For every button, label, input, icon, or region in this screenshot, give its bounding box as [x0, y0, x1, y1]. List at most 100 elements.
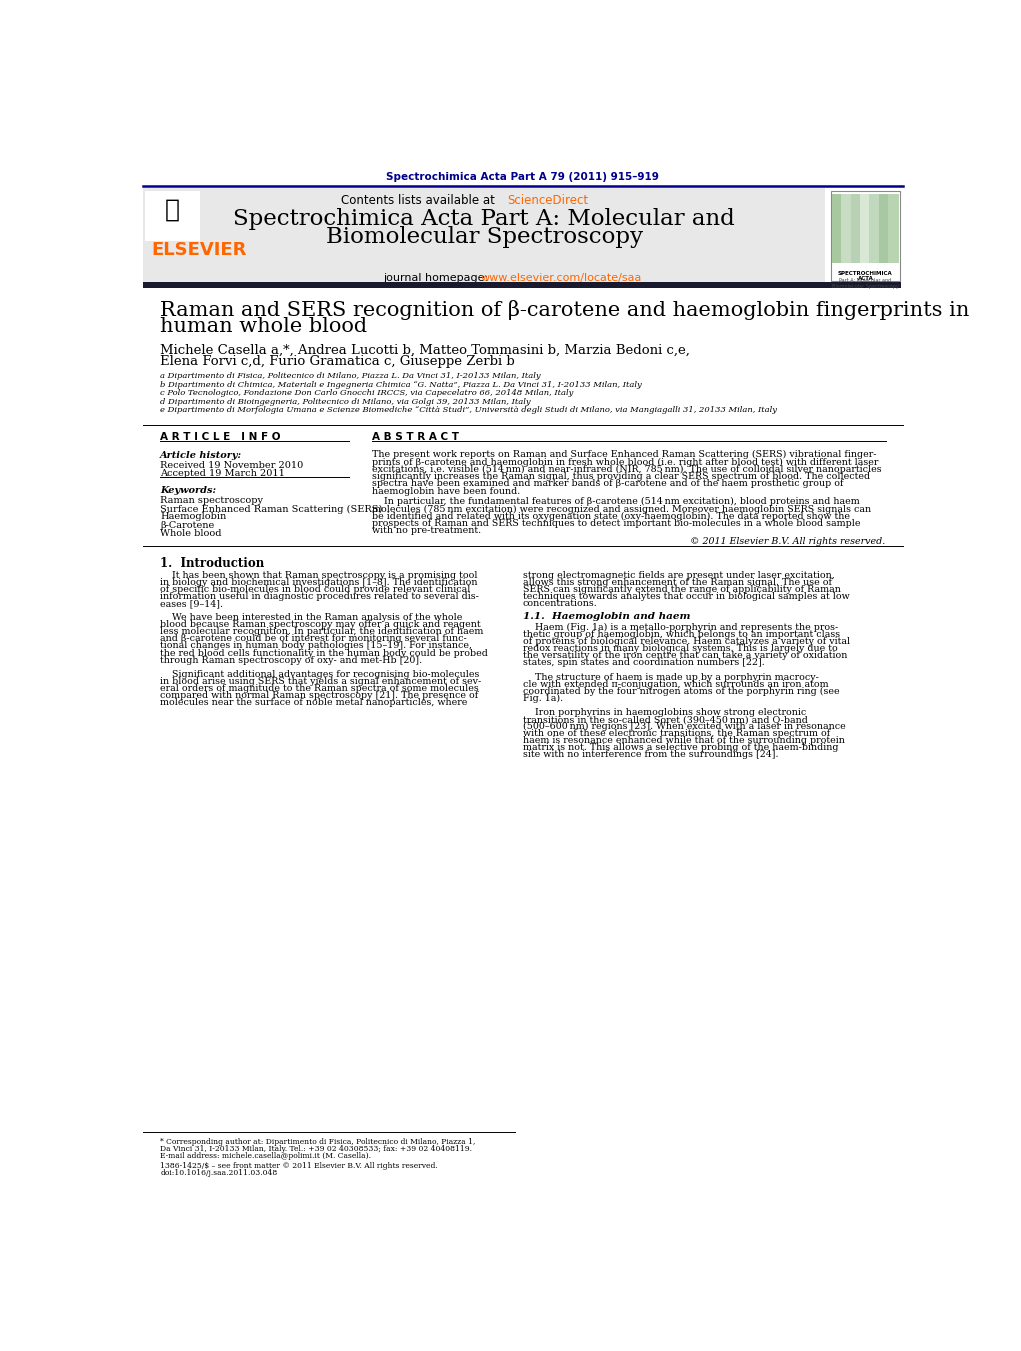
FancyBboxPatch shape [145, 192, 200, 242]
FancyBboxPatch shape [841, 193, 850, 263]
Text: ScienceDirect: ScienceDirect [507, 193, 588, 207]
Text: Spectrochimica Acta Part A: Molecular and: Spectrochimica Acta Part A: Molecular an… [233, 208, 735, 230]
Text: SPECTROCHIMICA
ACTA: SPECTROCHIMICA ACTA [838, 270, 892, 281]
Text: coordinated by the four nitrogen atoms of the porphyrin ring (see: coordinated by the four nitrogen atoms o… [523, 686, 839, 696]
Text: concentrations.: concentrations. [523, 598, 597, 608]
Text: strong electromagnetic fields are present under laser excitation,: strong electromagnetic fields are presen… [523, 570, 834, 580]
Text: Significant additional advantages for recognising bio-molecules: Significant additional advantages for re… [160, 670, 480, 678]
Text: haemoglobin have been found.: haemoglobin have been found. [372, 486, 520, 496]
Text: compared with normal Raman spectroscopy [21]. The presence of: compared with normal Raman spectroscopy … [160, 690, 479, 700]
Text: Contents lists available at: Contents lists available at [341, 193, 498, 207]
Text: journal homepage:: journal homepage: [383, 273, 492, 282]
Text: spectra have been examined and marker bands of β-carotene and of the haem prosth: spectra have been examined and marker ba… [372, 480, 843, 488]
Text: In particular, the fundamental features of β-carotene (514 nm excitation), blood: In particular, the fundamental features … [372, 497, 860, 507]
Text: a Dipartimento di Fisica, Politecnico di Milano, Piazza L. Da Vinci 31, I-20133 : a Dipartimento di Fisica, Politecnico di… [160, 373, 541, 381]
Text: Da Vinci 31, I-20133 Milan, Italy. Tel.: +39 02 40308533; fax: +39 02 40408119.: Da Vinci 31, I-20133 Milan, Italy. Tel.:… [160, 1146, 472, 1154]
FancyBboxPatch shape [143, 282, 902, 288]
Text: in blood arise using SERS that yields a signal enhancement of sev-: in blood arise using SERS that yields a … [160, 677, 482, 686]
Text: 1.  Introduction: 1. Introduction [160, 557, 264, 570]
Text: Raman and SERS recognition of β-carotene and haemoglobin fingerprints in: Raman and SERS recognition of β-carotene… [160, 300, 970, 320]
Text: A B S T R A C T: A B S T R A C T [372, 432, 458, 442]
Text: of proteins of biological relevance. Haem catalyzes a variety of vital: of proteins of biological relevance. Hae… [523, 638, 850, 646]
Text: prospects of Raman and SERS techniques to detect important bio-molecules in a wh: prospects of Raman and SERS techniques t… [372, 519, 861, 528]
Text: 1386-1425/$ – see front matter © 2011 Elsevier B.V. All rights reserved.: 1386-1425/$ – see front matter © 2011 El… [160, 1162, 438, 1170]
Text: Surface Enhanced Raman Scattering (SERS): Surface Enhanced Raman Scattering (SERS) [160, 504, 383, 513]
Text: Accepted 19 March 2011: Accepted 19 March 2011 [160, 469, 285, 478]
Text: the versatility of the iron centre that can take a variety of oxidation: the versatility of the iron centre that … [523, 651, 847, 661]
Text: cle with extended π-conjugation, which surrounds an iron atom: cle with extended π-conjugation, which s… [523, 680, 828, 689]
Text: in biology and biochemical investigations [1–8]. The identification: in biology and biochemical investigation… [160, 578, 478, 586]
Text: Raman spectroscopy: Raman spectroscopy [160, 496, 263, 505]
Text: (500–600 nm) regions [23]. When excited with a laser in resonance: (500–600 nm) regions [23]. When excited … [523, 723, 845, 731]
Text: b Dipartimento di Chimica, Materiali e Ingegneria Chimica “G. Natta”, Piazza L. : b Dipartimento di Chimica, Materiali e I… [160, 381, 642, 389]
Text: eases [9–14].: eases [9–14]. [160, 598, 224, 608]
Text: of specific bio-molecules in blood could provide relevant clinical: of specific bio-molecules in blood could… [160, 585, 471, 594]
Text: Keywords:: Keywords: [160, 486, 216, 496]
Text: Spectrochimica Acta Part A 79 (2011) 915–919: Spectrochimica Acta Part A 79 (2011) 915… [386, 172, 660, 182]
Text: human whole blood: human whole blood [160, 317, 368, 336]
Text: e Dipartimento di Morfologia Umana e Scienze Biomediche “Città Studi”, Universit: e Dipartimento di Morfologia Umana e Sci… [160, 407, 777, 415]
Text: © 2011 Elsevier B.V. All rights reserved.: © 2011 Elsevier B.V. All rights reserved… [690, 536, 885, 546]
Text: We have been interested in the Raman analysis of the whole: We have been interested in the Raman ana… [160, 613, 463, 621]
Text: blood because Raman spectroscopy may offer a quick and reagent: blood because Raman spectroscopy may off… [160, 620, 481, 630]
Text: information useful in diagnostic procedures related to several dis-: information useful in diagnostic procedu… [160, 592, 479, 601]
Text: Haem (Fig. 1a) is a metallo-porphyrin and represents the pros-: Haem (Fig. 1a) is a metallo-porphyrin an… [523, 623, 838, 632]
Text: thetic group of haemoglobin, which belongs to an important class: thetic group of haemoglobin, which belon… [523, 630, 840, 639]
Text: ELSEVIER: ELSEVIER [151, 242, 246, 259]
Text: tional changes in human body pathologies [15–19]. For instance,: tional changes in human body pathologies… [160, 642, 472, 650]
Text: 1.1.  Haemoglobin and haem: 1.1. Haemoglobin and haem [523, 612, 690, 621]
FancyBboxPatch shape [869, 193, 879, 263]
Text: Part A: Molecular and
Biomolecular Spectroscopy: Part A: Molecular and Biomolecular Spect… [832, 278, 898, 289]
Text: excitations, i.e. visible (514 nm) and near-infrared (NIR, 785 nm). The use of c: excitations, i.e. visible (514 nm) and n… [372, 465, 881, 474]
Text: be identified and related with its oxygenation state (oxy-haemoglobin). The data: be identified and related with its oxyge… [372, 512, 849, 521]
Text: haem is resonance enhanced while that of the surrounding protein: haem is resonance enhanced while that of… [523, 736, 844, 746]
Text: SERS can significantly extend the range of applicability of Raman: SERS can significantly extend the range … [523, 585, 840, 594]
Text: site with no interference from the surroundings [24].: site with no interference from the surro… [523, 750, 778, 759]
Text: Whole blood: Whole blood [160, 528, 222, 538]
Text: matrix is not. This allows a selective probing of the haem-binding: matrix is not. This allows a selective p… [523, 743, 838, 753]
Text: d Dipartimento di Bioingegneria, Politecnico di Milano, via Golgi 39, 20133 Mila: d Dipartimento di Bioingegneria, Politec… [160, 397, 531, 405]
FancyBboxPatch shape [879, 193, 888, 263]
Text: Article history:: Article history: [160, 451, 242, 459]
FancyBboxPatch shape [888, 193, 898, 263]
Text: prints of β-carotene and haemoglobin in fresh whole blood (i.e. right after bloo: prints of β-carotene and haemoglobin in … [372, 458, 878, 466]
Text: Biomolecular Spectroscopy: Biomolecular Spectroscopy [326, 226, 642, 249]
Text: states, spin states and coordination numbers [22].: states, spin states and coordination num… [523, 658, 765, 667]
Text: The present work reports on Raman and Surface Enhanced Raman Scattering (SERS) v: The present work reports on Raman and Su… [372, 450, 876, 459]
Text: Haemoglobin: Haemoglobin [160, 512, 227, 521]
Text: A R T I C L E   I N F O: A R T I C L E I N F O [160, 432, 281, 442]
Text: 🌳: 🌳 [165, 197, 180, 222]
Text: allows this strong enhancement of the Raman signal. The use of: allows this strong enhancement of the Ra… [523, 578, 832, 586]
FancyBboxPatch shape [832, 193, 841, 263]
Text: significantly increases the Raman signal, thus providing a clear SERS spectrum o: significantly increases the Raman signal… [372, 471, 870, 481]
Text: techniques towards analytes that occur in biological samples at low: techniques towards analytes that occur i… [523, 592, 849, 601]
Text: with no pre-treatment.: with no pre-treatment. [372, 527, 481, 535]
Text: β-Carotene: β-Carotene [160, 520, 214, 530]
Text: eral orders of magnitude to the Raman spectra of some molecules: eral orders of magnitude to the Raman sp… [160, 684, 479, 693]
Text: Elena Forvi c,d, Furio Gramatica c, Giuseppe Zerbi b: Elena Forvi c,d, Furio Gramatica c, Gius… [160, 355, 515, 369]
Text: less molecular recognition. In particular, the identification of haem: less molecular recognition. In particula… [160, 627, 484, 636]
Text: the red blood cells functionality in the human body could be probed: the red blood cells functionality in the… [160, 648, 488, 658]
Text: The structure of haem is made up by a porphyrin macrocy-: The structure of haem is made up by a po… [523, 673, 819, 681]
Text: through Raman spectroscopy of oxy- and met-Hb [20].: through Raman spectroscopy of oxy- and m… [160, 655, 423, 665]
Text: redox reactions in many biological systems. This is largely due to: redox reactions in many biological syste… [523, 644, 837, 654]
Text: Fig. 1a).: Fig. 1a). [523, 694, 563, 703]
Text: transitions in the so-called Soret (390–450 nm) and Q-band: transitions in the so-called Soret (390–… [523, 715, 808, 724]
FancyBboxPatch shape [860, 193, 869, 263]
Text: molecules near the surface of noble metal nanoparticles, where: molecules near the surface of noble meta… [160, 698, 468, 707]
Text: c Polo Tecnologico, Fondazione Don Carlo Gnocchi IRCCS, via Capecelatro 66, 2014: c Polo Tecnologico, Fondazione Don Carlo… [160, 389, 574, 397]
Text: and β-carotene could be of interest for monitoring several func-: and β-carotene could be of interest for … [160, 635, 467, 643]
FancyBboxPatch shape [831, 192, 900, 281]
Text: with one of these electronic transitions, the Raman spectrum of: with one of these electronic transitions… [523, 730, 830, 738]
Text: Received 19 November 2010: Received 19 November 2010 [160, 461, 303, 470]
FancyBboxPatch shape [850, 193, 860, 263]
Text: Iron porphyrins in haemoglobins show strong electronic: Iron porphyrins in haemoglobins show str… [523, 708, 807, 717]
FancyBboxPatch shape [143, 188, 825, 285]
Text: Michele Casella a,*, Andrea Lucotti b, Matteo Tommasini b, Marzia Bedoni c,e,: Michele Casella a,*, Andrea Lucotti b, M… [160, 345, 690, 357]
Text: E-mail address: michele.casella@polimi.it (M. Casella).: E-mail address: michele.casella@polimi.i… [160, 1152, 372, 1161]
Text: molecules (785 nm excitation) were recognized and assigned. Moreover haemoglobin: molecules (785 nm excitation) were recog… [372, 504, 871, 513]
Text: * Corresponding author at: Dipartimento di Fisica, Politecnico di Milano, Piazza: * Corresponding author at: Dipartimento … [160, 1139, 476, 1147]
Text: www.elsevier.com/locate/saa: www.elsevier.com/locate/saa [481, 273, 642, 282]
Text: doi:10.1016/j.saa.2011.03.048: doi:10.1016/j.saa.2011.03.048 [160, 1169, 278, 1177]
Text: It has been shown that Raman spectroscopy is a promising tool: It has been shown that Raman spectroscop… [160, 570, 478, 580]
